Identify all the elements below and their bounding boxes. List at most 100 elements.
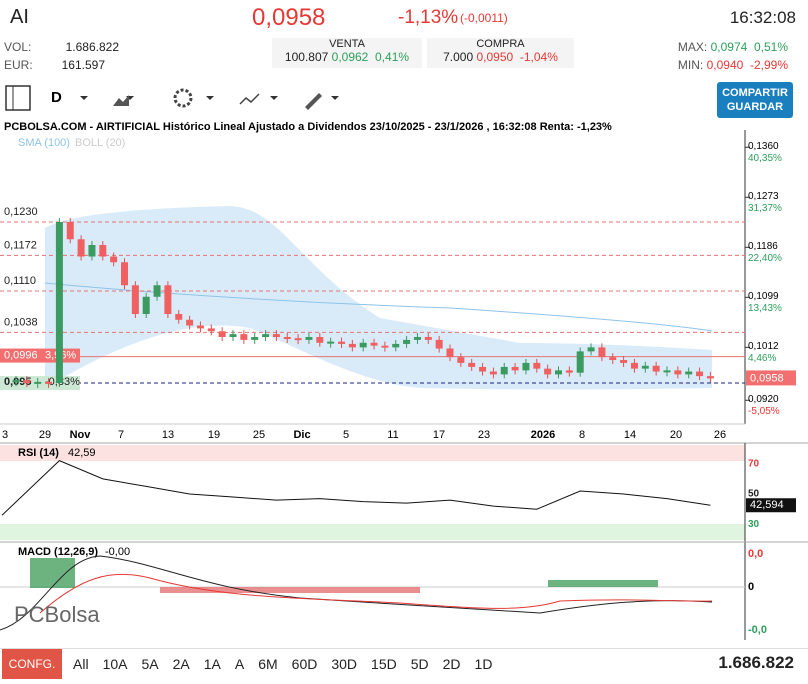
rsi-tick: 50 (748, 489, 760, 500)
draw-icon[interactable] (305, 93, 322, 110)
candle (457, 357, 465, 363)
candle (381, 345, 389, 348)
range-button[interactable]: 5D (410, 656, 429, 672)
candle (283, 337, 291, 340)
range-button[interactable]: A (234, 656, 245, 672)
rsi-oversold (0, 524, 745, 540)
candle (88, 245, 96, 257)
candle (500, 366, 508, 375)
candle (620, 360, 628, 363)
candle (555, 370, 562, 375)
footer: CONFG. All 10A 5A 2A 1A A 6M 60D 30D 15D 5D 2D 1D 1.… (0, 648, 808, 684)
volume: 100.807 (284, 50, 329, 64)
candle (468, 362, 476, 367)
candle (479, 366, 487, 372)
range-button[interactable]: All (73, 656, 89, 672)
label: EUR: (4, 58, 33, 72)
candle (34, 381, 42, 384)
x-tick-label: Nov (70, 429, 92, 441)
price: 0,0962 (331, 50, 369, 64)
range-button[interactable]: 6M (258, 656, 278, 672)
last-label: 0,0958 (750, 372, 784, 384)
range-button[interactable]: 1A (203, 656, 221, 672)
candle (641, 365, 649, 369)
range-button[interactable]: 30D (331, 656, 358, 672)
period[interactable]: D (51, 89, 62, 106)
min: MIN: 0,0940 -2,99% (678, 58, 788, 72)
label: VENTA (329, 38, 365, 50)
y-tick-label: 0,1186 (748, 241, 778, 252)
candle (240, 334, 248, 340)
x-tick-label: 11 (387, 429, 398, 441)
macd-histogram (548, 580, 658, 587)
range-button[interactable]: 2D (442, 656, 461, 672)
candle (435, 339, 443, 349)
candle (403, 339, 411, 344)
macd-histogram (160, 587, 420, 593)
range-button[interactable]: 10A (102, 656, 128, 672)
share-button[interactable]: COMPARTIR GUARDAR (717, 82, 793, 118)
value: 161.597 (61, 58, 105, 72)
x-tick-label: 13 (162, 429, 174, 441)
rsi-last-label: 42,594 (750, 499, 784, 511)
candle (489, 371, 497, 375)
candle (327, 341, 335, 344)
candle (186, 319, 194, 326)
value: 0,0940 (706, 58, 744, 72)
level-label: 0,1230 (4, 206, 38, 218)
macd-tick: 0,0 (748, 548, 763, 560)
candle (674, 370, 682, 375)
candle (359, 342, 367, 348)
range-button[interactable]: 15D (371, 656, 397, 672)
rsi-tick: 70 (748, 458, 760, 469)
toolbar: D (5, 85, 339, 111)
x-tick-label: 7 (118, 429, 124, 441)
candle (565, 370, 573, 373)
candle (251, 337, 259, 340)
x-tick-label: 14 (624, 429, 636, 441)
candle (706, 376, 714, 379)
candle (77, 239, 85, 257)
x-tick-label: 8 (579, 429, 585, 441)
macd-tick: 0 (748, 581, 754, 593)
config-button[interactable]: CONFG. (2, 649, 62, 679)
candle (630, 362, 638, 369)
candle (294, 338, 302, 341)
label: MAX: (677, 40, 708, 54)
range-button[interactable]: 1D (474, 656, 493, 672)
x-tick-label: 26 (714, 429, 726, 441)
rsi-label: RSI (14) (18, 447, 59, 459)
rsi-last-tag (746, 498, 796, 513)
price: 0,0958 (252, 4, 326, 31)
y-tick-label: 0,0920 (748, 394, 779, 405)
candle (99, 245, 107, 257)
candle (522, 362, 530, 371)
venta-box: VENTA 100.807 0,0962 0,41% (272, 38, 422, 68)
settings-icon[interactable] (173, 88, 193, 108)
indicator: BOLL (20) (75, 137, 125, 149)
sma-line (44, 282, 713, 332)
range-button[interactable]: 5A (141, 656, 159, 672)
range-button[interactable]: 60D (291, 656, 318, 672)
candle (348, 343, 356, 348)
indicator-icon[interactable] (239, 93, 260, 105)
panel-icon[interactable] (5, 85, 31, 111)
y-tick-label: 0,1099 (748, 291, 779, 302)
chart-type-icon[interactable] (113, 95, 129, 106)
level-label: 0,0996 (4, 349, 38, 361)
y-tick-label: 0,1360 (748, 141, 779, 152)
compra-box: COMPRA 7.000 0,0950 -1,04% (427, 38, 574, 68)
change-abs: (-0,0011) (460, 11, 508, 25)
x-tick-label: 19 (208, 429, 220, 441)
candle (262, 334, 270, 338)
x-tick-label: 3 (2, 429, 8, 441)
range-button[interactable]: 2A (172, 656, 190, 672)
candle (229, 334, 237, 338)
rsi-line (1, 460, 711, 516)
indicator: SMA (100) (18, 137, 70, 149)
candle (66, 222, 74, 240)
chart-area: PCBOLSA.COM - AIRTIFICIAL Histórico Line… (0, 118, 808, 648)
rsi-overbought (0, 445, 745, 461)
x-tick-label: 2026 (531, 429, 555, 441)
